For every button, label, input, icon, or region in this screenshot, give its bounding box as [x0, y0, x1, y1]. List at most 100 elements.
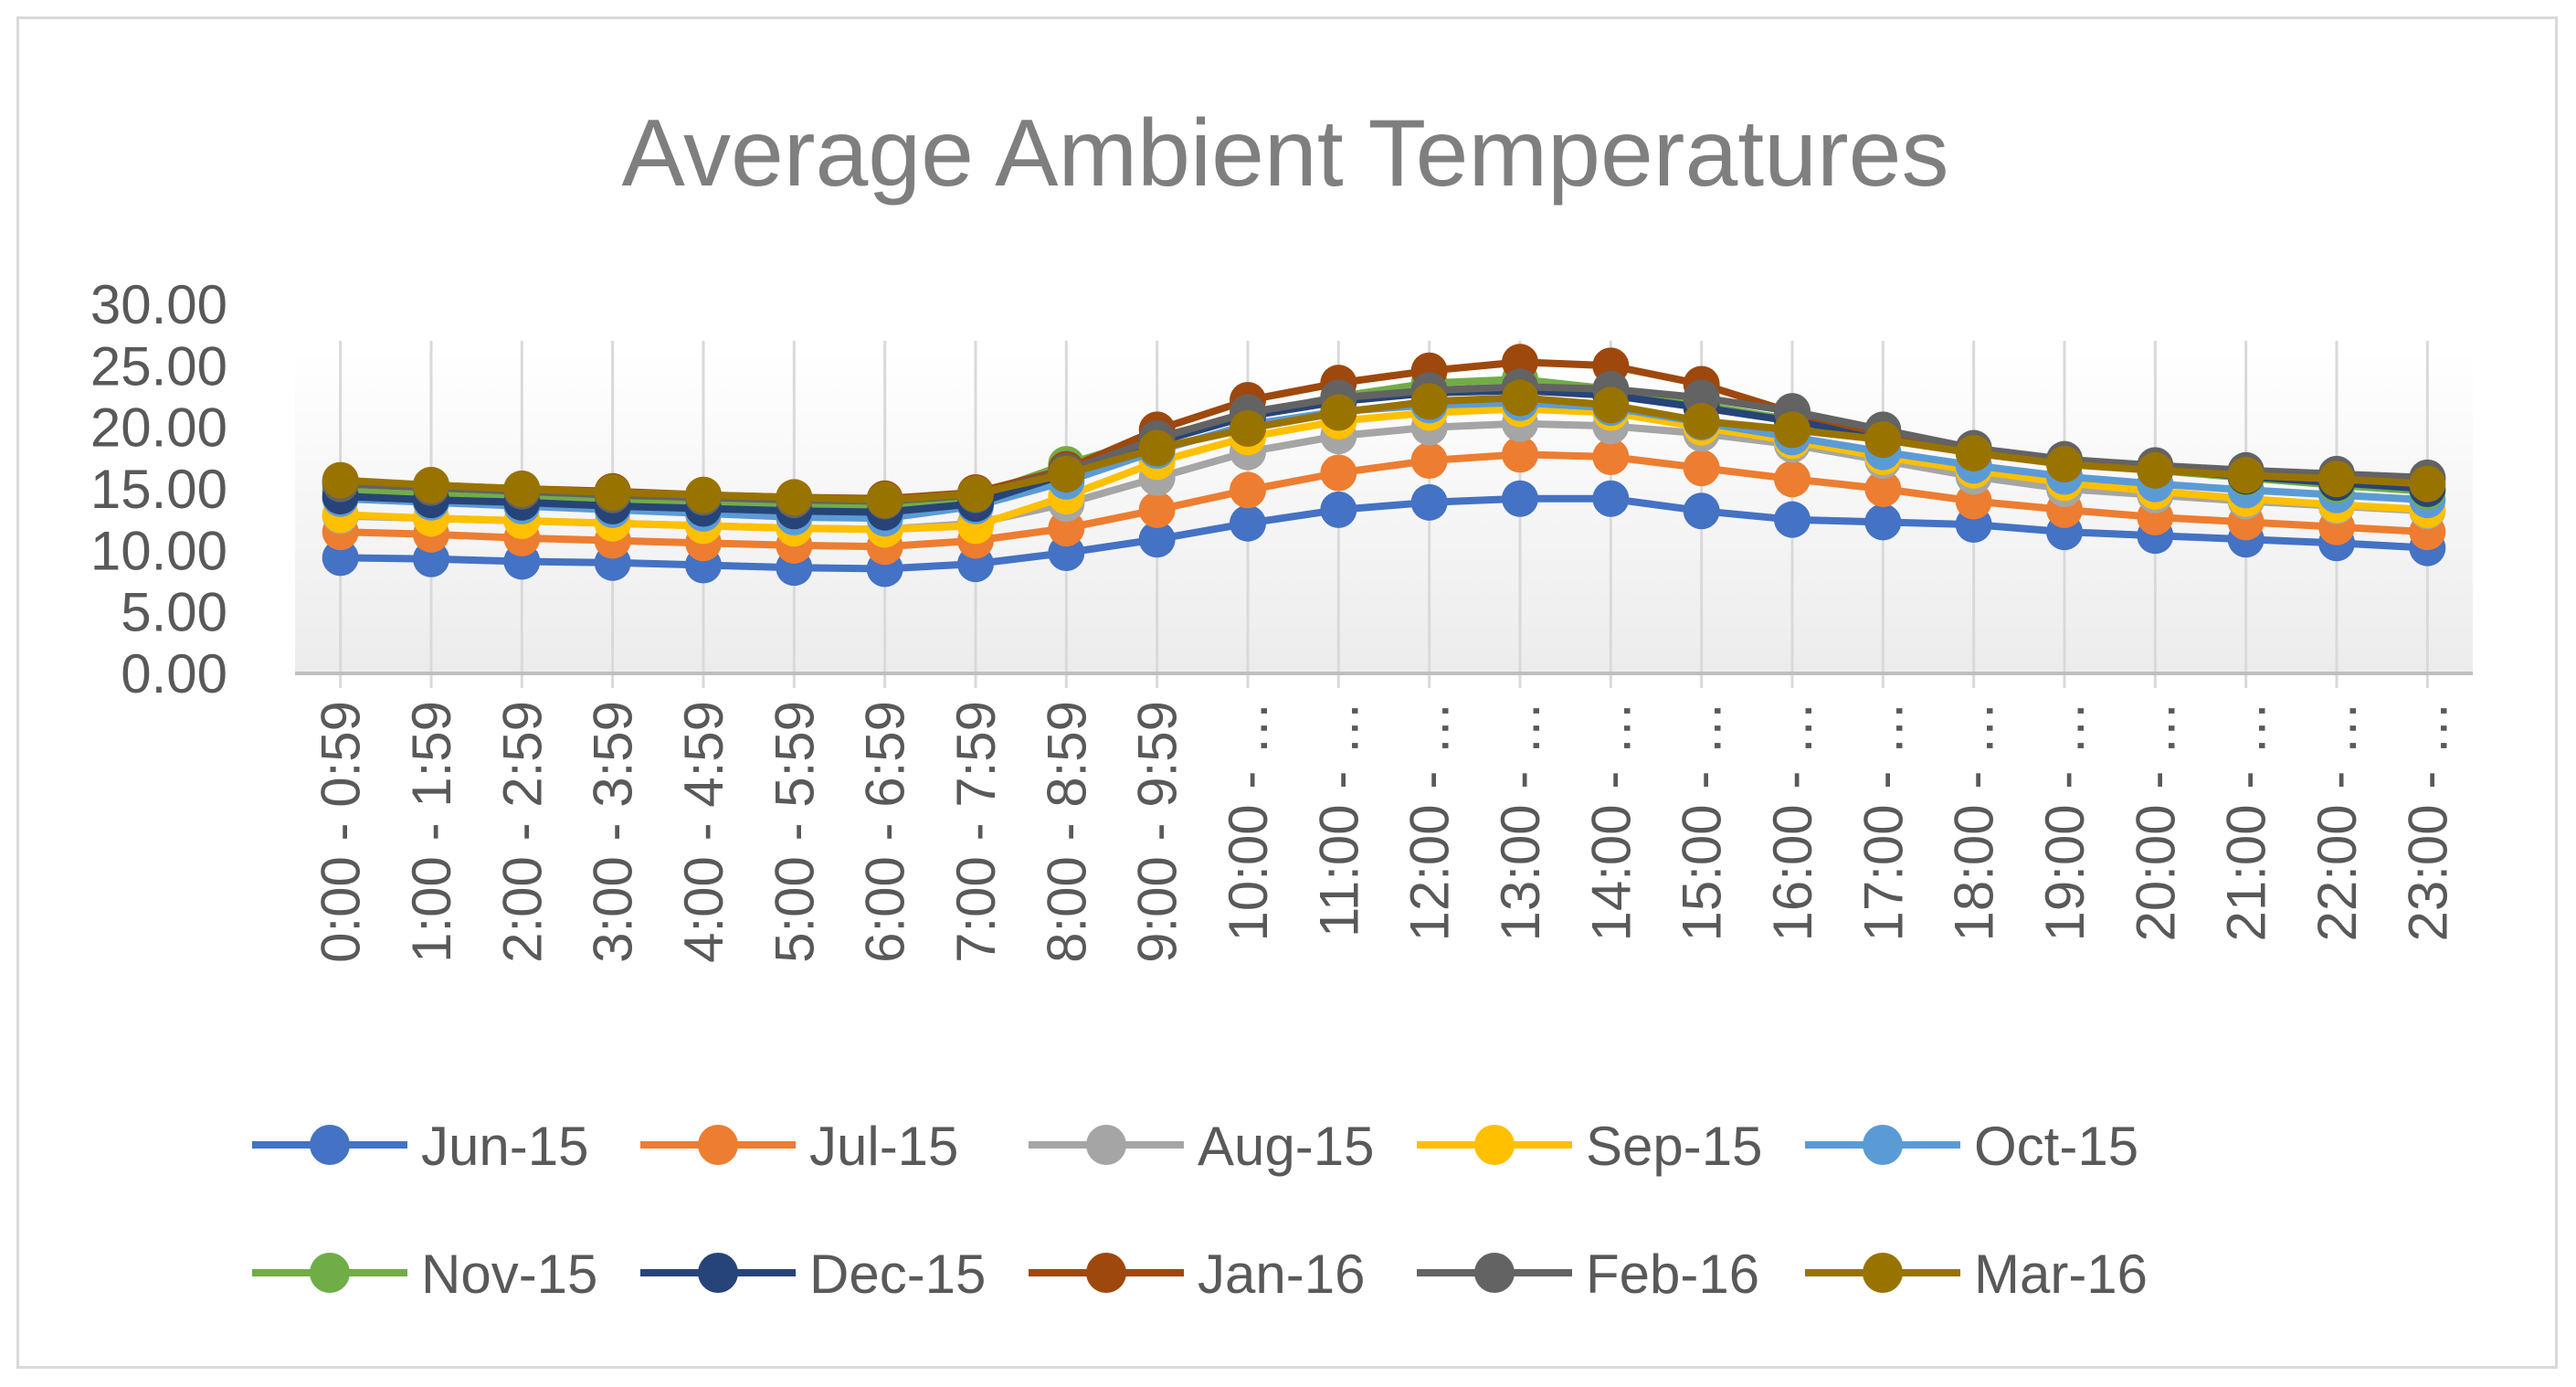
data-point — [1864, 503, 1902, 541]
legend-label: Nov-15 — [421, 1244, 597, 1305]
data-point — [1138, 429, 1176, 467]
x-tick-label: 7:00 - 7:59 — [945, 701, 1007, 963]
data-point — [1230, 410, 1266, 448]
legend-item: Jan-16 — [1029, 1244, 1365, 1305]
data-point — [1230, 504, 1266, 542]
legend-item: Nov-15 — [252, 1244, 597, 1305]
legend-item: Jul-15 — [640, 1116, 958, 1177]
x-tick-label: 9:00 - 9:59 — [1127, 701, 1188, 963]
legend-marker — [1474, 1253, 1515, 1293]
y-tick-label: 5.00 — [121, 582, 227, 643]
data-point — [1320, 491, 1357, 528]
data-point — [1864, 421, 1902, 459]
x-axis-tick-labels: 0:00 - 0:59 1:00 - 1:59 2:00 - 2:59 3:00 - … — [311, 701, 2459, 963]
y-tick-label: 15.00 — [90, 459, 227, 520]
data-point — [503, 471, 541, 507]
legend-marker — [1474, 1125, 1515, 1165]
legend-item: Dec-15 — [640, 1244, 986, 1305]
y-tick-label: 10.00 — [90, 520, 227, 581]
data-point — [957, 475, 994, 513]
data-point — [1774, 461, 1811, 498]
legend-item: Mar-16 — [1805, 1244, 2148, 1305]
x-tick-label: 3:00 - 3:59 — [583, 701, 644, 963]
x-tick-label: 22:00 - … — [2307, 701, 2368, 941]
chart-title: Average Ambient Temperatures — [621, 101, 1948, 206]
y-tick-label: 0.00 — [121, 643, 227, 704]
data-point — [1048, 455, 1085, 492]
legend-marker — [1863, 1253, 1903, 1293]
x-tick-label: 5:00 - 5:59 — [764, 701, 825, 963]
x-tick-label: 0:00 - 0:59 — [311, 701, 372, 963]
data-point — [1502, 480, 1538, 517]
legend-marker — [1086, 1125, 1126, 1165]
data-point — [1320, 454, 1357, 492]
data-point — [1774, 501, 1811, 538]
legend: Jun-15 Jul-15 Aug-15 Sep-15 Oct-15 Nov-15 Dec-… — [252, 1116, 2148, 1305]
legend-item: Feb-16 — [1417, 1244, 1759, 1305]
x-tick-label: 21:00 - … — [2216, 701, 2277, 941]
data-point — [1592, 480, 1630, 517]
x-tick-label: 17:00 - … — [1853, 701, 1914, 941]
x-tick-label: 11:00 - … — [1308, 701, 1369, 937]
data-point — [2046, 446, 2083, 483]
x-tick-label: 18:00 - … — [1944, 701, 2005, 941]
x-tick-label: 15:00 - … — [1672, 701, 1733, 941]
data-point — [2227, 457, 2265, 494]
chart-frame: Average Ambient Temperatures 0.00 5.00 10.… — [16, 16, 2558, 1369]
x-tick-label: 1:00 - 1:59 — [401, 701, 462, 963]
legend-marker — [310, 1125, 350, 1165]
legend-label: Sep-15 — [1586, 1116, 1762, 1177]
data-point — [685, 476, 722, 514]
legend-marker — [310, 1253, 350, 1293]
x-tick-label: 13:00 - … — [1490, 701, 1551, 941]
legend-marker — [698, 1125, 738, 1165]
legend-marker — [1086, 1253, 1126, 1293]
data-point — [2409, 465, 2446, 503]
legend-label: Aug-15 — [1198, 1116, 1374, 1177]
x-tick-label: 6:00 - 6:59 — [855, 701, 916, 963]
data-point — [2318, 461, 2355, 498]
legend-label: Feb-16 — [1586, 1244, 1759, 1305]
series-mar-16 — [322, 379, 2446, 519]
data-point — [1683, 492, 1720, 530]
legend-item: Aug-15 — [1029, 1116, 1374, 1177]
data-point — [776, 479, 813, 516]
x-tick-label: 4:00 - 4:59 — [673, 701, 734, 963]
y-tick-label: 30.00 — [90, 274, 227, 335]
data-point — [594, 474, 631, 512]
y-tick-label: 20.00 — [90, 397, 227, 459]
legend-label: Mar-16 — [1974, 1244, 2148, 1305]
x-tick-label: 20:00 - … — [2125, 701, 2186, 941]
x-tick-label: 10:00 - … — [1218, 701, 1279, 941]
x-tick-label: 19:00 - … — [2034, 701, 2096, 941]
data-point — [1683, 402, 1720, 439]
data-point — [1683, 450, 1720, 487]
x-tick-label: 16:00 - … — [1762, 701, 1823, 941]
legend-item: Oct-15 — [1805, 1116, 2138, 1177]
data-point — [322, 461, 359, 499]
data-point — [1410, 442, 1448, 480]
legend-marker — [1863, 1125, 1903, 1165]
legend-marker — [698, 1253, 738, 1293]
legend-item: Jun-15 — [252, 1116, 588, 1177]
line-chart: Average Ambient Temperatures 0.005.0010.… — [90, 101, 2473, 1305]
data-point — [413, 466, 449, 503]
data-point — [2137, 451, 2174, 489]
y-tick-label: 25.00 — [90, 335, 227, 397]
legend-label: Jun-15 — [421, 1116, 588, 1177]
x-tick-label: 14:00 - … — [1580, 701, 1642, 941]
data-point — [1864, 471, 1902, 507]
data-point — [1502, 379, 1538, 417]
data-point — [1774, 411, 1811, 449]
x-tick-label: 2:00 - 2:59 — [491, 701, 553, 963]
series-layer — [322, 344, 2446, 588]
data-point — [1410, 483, 1448, 521]
data-point — [1230, 471, 1266, 509]
legend-label: Jul-15 — [809, 1116, 958, 1177]
data-point — [1592, 438, 1630, 475]
legend-item: Sep-15 — [1417, 1116, 1762, 1177]
data-point — [1592, 386, 1630, 424]
legend-label: Oct-15 — [1974, 1116, 2138, 1177]
data-point — [1502, 436, 1538, 473]
